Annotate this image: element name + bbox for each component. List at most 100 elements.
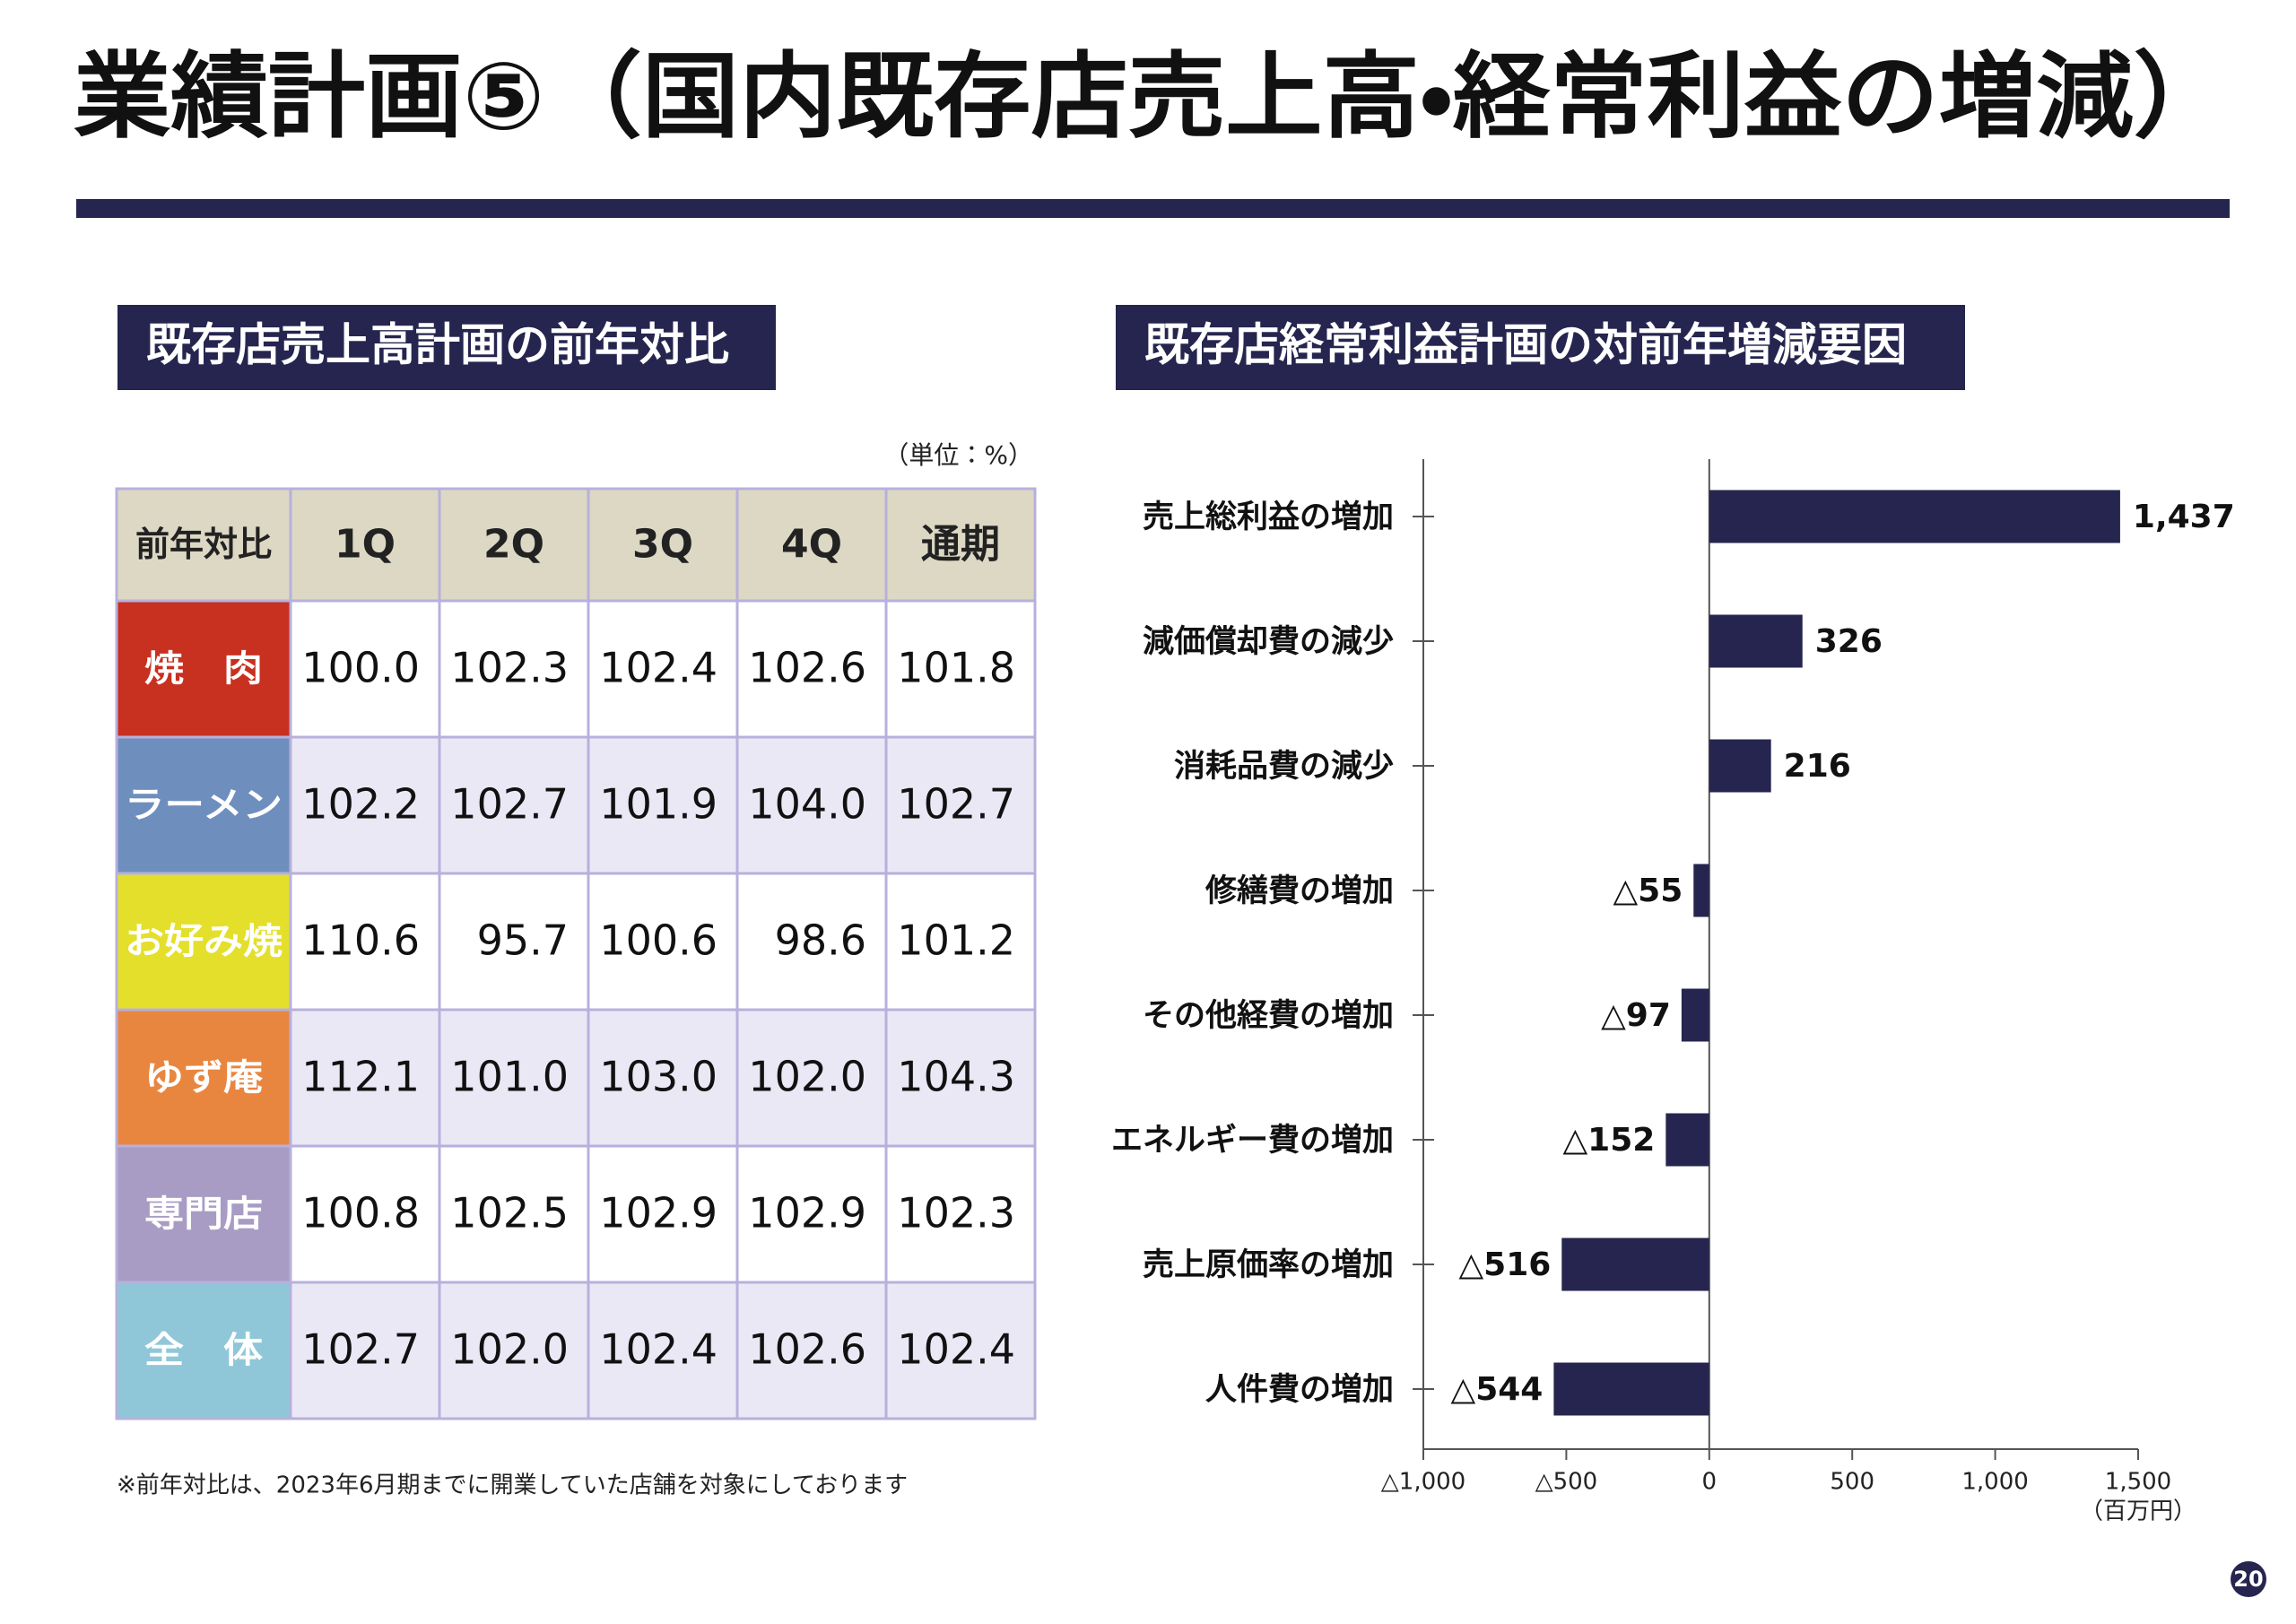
row-label-cell <box>115 735 292 875</box>
value-label: △97 <box>1601 997 1671 1034</box>
page-number-badge <box>2231 1561 2266 1597</box>
y-tick-label: 売上総利益の増加 <box>1143 499 1394 535</box>
table-cell <box>735 1008 888 1148</box>
cell-value: 104.0 <box>748 780 866 829</box>
table-cell <box>289 872 441 1012</box>
y-tick-label: 減価償却費の減少 <box>1143 624 1394 660</box>
slide-title: 業績計画⑤（国内既存店売上高・経常利益の増減） <box>74 41 2231 151</box>
y-tick-label: 売上原価率の増加 <box>1143 1247 1394 1283</box>
value-label: △55 <box>1613 873 1683 909</box>
bar <box>1665 1113 1709 1167</box>
table-cell <box>884 599 1037 739</box>
column-header: 4Q <box>781 522 842 568</box>
cell-value: 102.4 <box>599 1325 718 1374</box>
table-cell <box>884 1281 1037 1420</box>
row-label: ゆず庵 <box>144 1057 263 1099</box>
value-label: 326 <box>1815 623 1883 660</box>
cell-value: 102.0 <box>450 1325 569 1374</box>
x-tick-label: △500 <box>1535 1469 1598 1496</box>
table-cell <box>587 1144 739 1284</box>
row-label: ラーメン <box>125 785 283 826</box>
cell-value: 102.2 <box>301 780 420 829</box>
table-cell <box>438 599 590 739</box>
x-unit: （百万円） <box>2080 1498 2196 1525</box>
table-cell <box>884 872 1037 1012</box>
cell-value: 102.7 <box>897 780 1015 829</box>
y-tick-label: 修繕費の増加 <box>1205 873 1394 909</box>
header-cell <box>587 487 739 603</box>
y-tick-label: エネルギー費の増加 <box>1111 1123 1394 1159</box>
cell-value: 112.1 <box>301 1053 420 1101</box>
table-cell <box>587 872 739 1012</box>
table-heading: 既存店売上高計画の前年対比 <box>146 319 729 371</box>
bar <box>1553 1362 1709 1416</box>
cell-value: 110.6 <box>301 916 420 965</box>
row-label: お好み焼 <box>125 921 283 962</box>
row-label: 専門店 <box>144 1194 263 1235</box>
table-cell <box>438 872 590 1012</box>
table-cell <box>438 1144 590 1284</box>
chart-heading: 既存店経常利益計画の対前年増減要因 <box>1144 319 1907 371</box>
cell-value: 100.0 <box>301 644 420 692</box>
row-label: 焼 肉 <box>144 648 263 690</box>
column-header: 1Q <box>335 522 396 568</box>
header-cell <box>289 487 441 603</box>
column-header: 通期 <box>921 522 1000 568</box>
table-cell <box>289 735 441 875</box>
x-tick-label: △1,000 <box>1381 1469 1465 1496</box>
row-label-cell <box>115 872 292 1012</box>
table-cell <box>884 735 1037 875</box>
value-label: △516 <box>1458 1246 1551 1283</box>
value-label: 216 <box>1784 748 1851 785</box>
title-rule <box>76 199 2230 218</box>
bar <box>1561 1238 1709 1291</box>
bar <box>1709 614 1803 668</box>
cell-value: 101.0 <box>450 1053 569 1101</box>
cell-value: 95.7 <box>477 916 569 965</box>
column-header: 3Q <box>632 522 693 568</box>
table-cell <box>587 599 739 739</box>
bar <box>1709 490 2120 543</box>
x-tick-label: 1,000 <box>1961 1469 2028 1496</box>
table-cell <box>438 735 590 875</box>
cell-value: 102.6 <box>748 644 866 692</box>
y-tick-label: 消耗品費の減少 <box>1174 749 1394 785</box>
row-label: 全 体 <box>144 1330 263 1371</box>
cell-value: 102.0 <box>748 1053 866 1101</box>
table-cell <box>884 1144 1037 1284</box>
cell-value: 102.9 <box>748 1189 866 1238</box>
table-cell <box>587 735 739 875</box>
page-number: 20 <box>2233 1567 2263 1592</box>
x-tick-label: 1,500 <box>2105 1469 2171 1496</box>
row-label-cell <box>115 1281 292 1420</box>
table-cell <box>587 1008 739 1148</box>
y-tick-label: 人件費の増加 <box>1205 1372 1394 1408</box>
cell-value: 101.2 <box>897 916 1015 965</box>
heading-box <box>1116 305 1965 390</box>
row-label-cell <box>115 1008 292 1148</box>
row-label-cell <box>115 1144 292 1284</box>
value-label: 1,437 <box>2133 499 2235 535</box>
cell-value: 102.4 <box>897 1325 1015 1374</box>
column-header: 前年対比 <box>135 525 272 564</box>
cell-value: 101.9 <box>599 780 718 829</box>
bar <box>1681 988 1709 1042</box>
column-header: 2Q <box>483 522 544 568</box>
x-tick-label: 500 <box>1830 1469 1874 1496</box>
cell-value: 102.3 <box>450 644 569 692</box>
bar <box>1709 739 1771 793</box>
cell-value: 98.6 <box>775 916 866 965</box>
cell-value: 102.7 <box>450 780 569 829</box>
cell-value: 102.4 <box>599 644 718 692</box>
table-unit: （単位：%） <box>883 440 1033 470</box>
value-label: △544 <box>1451 1371 1544 1408</box>
header-cell <box>115 487 292 603</box>
cell-value: 100.8 <box>301 1189 420 1238</box>
footnote: ※前年対比は、2023年6月期までに開業していた店舗を対象にしております <box>117 1472 908 1499</box>
cell-value: 102.5 <box>450 1189 569 1238</box>
header-cell <box>735 487 888 603</box>
heading-box <box>117 305 776 390</box>
cell-value: 100.6 <box>599 916 718 965</box>
table-cell <box>587 1281 739 1420</box>
